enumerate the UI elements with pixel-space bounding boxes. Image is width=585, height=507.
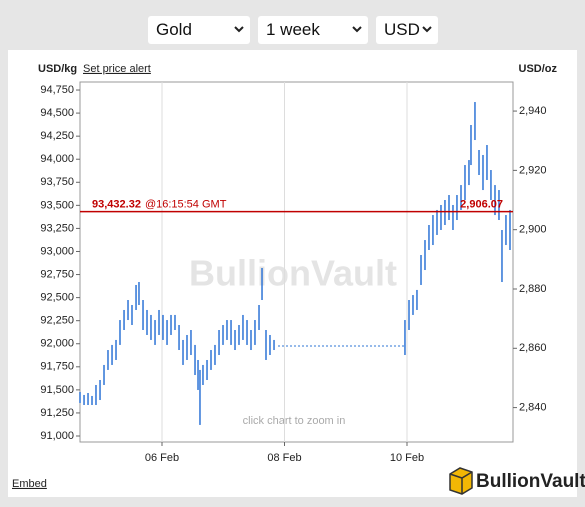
y-tick-label: 93,500 [40,199,74,211]
embed-link[interactable]: Embed [12,478,47,490]
y-tick-label: 91,500 [40,384,74,396]
chevron [352,26,362,33]
current-price-time: @16:15:54 GMT [145,199,227,211]
currency-select[interactable]: USD [376,16,438,44]
y-tick-label: 93,250 [40,222,74,234]
y2-tick-label: 2,880 [519,283,547,295]
period-select[interactable]: 1 week [258,16,368,44]
y2-tick-label: 2,920 [519,164,547,176]
y2-tick-label: 2,860 [519,342,547,354]
x-tick-label: 08 Feb [267,452,301,464]
y-tick-label: 94,750 [40,84,74,96]
watermark: BullionVault [189,253,397,294]
y-tick-label: 92,750 [40,268,74,280]
y-tick-label: 94,250 [40,130,74,142]
current-price-y2-label: 2,906.07 [460,199,503,211]
y-tick-label: 92,250 [40,315,74,327]
y2-tick-label: 2,940 [519,105,547,117]
y-tick-label: 91,000 [40,430,74,442]
y-tick-label: 93,750 [40,176,74,188]
y-tick-label: 92,500 [40,292,74,304]
plot-area [79,81,514,443]
y2-tick-label: 2,900 [519,224,547,236]
chart-panel [8,50,577,497]
metal-select[interactable]: Gold [148,16,250,44]
x-tick-label: 06 Feb [145,452,179,464]
y-tick-label: 94,500 [40,107,74,119]
logo-text: BullionVault [476,471,585,492]
x-tick-label: 10 Feb [390,452,424,464]
chevron [234,26,244,33]
period-label: 1 week [266,20,320,39]
metal-label: Gold [156,20,192,39]
y-tick-label: 91,250 [40,407,74,419]
currency-label: USD [384,20,420,39]
current-price-label: 93,432.32 [92,199,141,211]
y2-tick-label: 2,840 [519,402,547,414]
y-tick-label: 94,000 [40,153,74,165]
price-alert-link[interactable]: Set price alert [83,63,151,75]
chevron [422,26,432,33]
logo-icon [449,467,473,495]
y-tick-label: 91,750 [40,361,74,373]
zoom-hint: click chart to zoom in [243,415,346,427]
y-tick-label: 93,000 [40,245,74,257]
y-tick-label: 92,000 [40,338,74,350]
y-axis-label: USD/kg [38,63,77,75]
y2-axis-label: USD/oz [519,63,558,75]
